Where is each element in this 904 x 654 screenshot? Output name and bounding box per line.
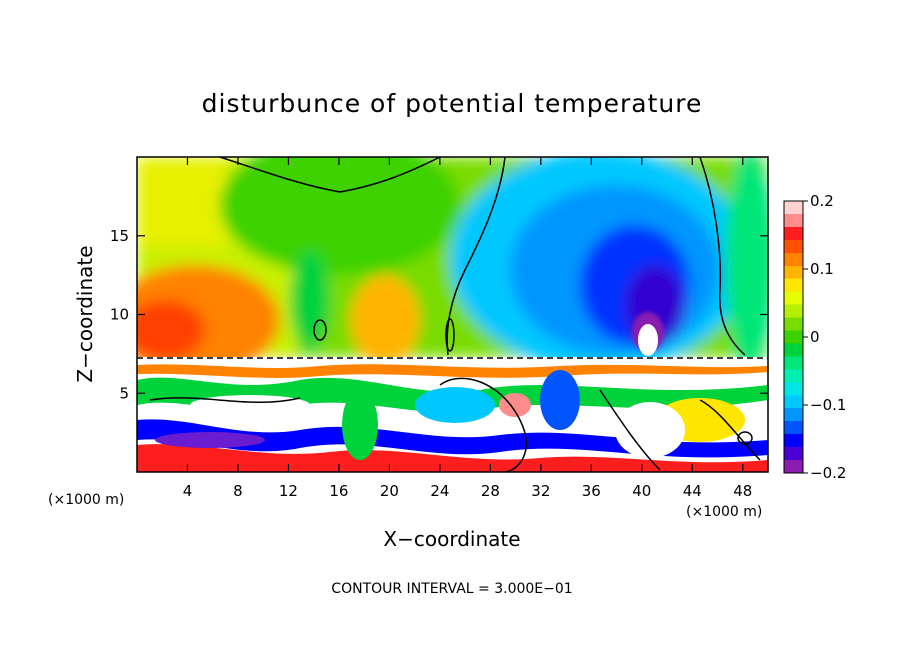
lower-purple-eddy-1 (155, 432, 265, 448)
field-mid-orange (350, 275, 420, 365)
contour-upper-center (219, 157, 441, 193)
contour-lower-4 (699, 399, 761, 461)
contour-small-loop-2 (445, 318, 455, 352)
x-tick-label: 40 (632, 482, 651, 500)
x-tick-label: 8 (233, 482, 243, 500)
lower-layer (137, 357, 768, 472)
colorbar-tick-label: −0.1 (810, 396, 846, 414)
lower-band-3 (137, 444, 768, 472)
x-tick-label: 36 (582, 482, 601, 500)
x-tick-label: 16 (329, 482, 348, 500)
field-left-red (137, 300, 205, 360)
contour-lines (137, 157, 768, 472)
contour-interval-note: CONTOUR INTERVAL = 3.000E−01 (331, 581, 572, 597)
y-axis-ticks: 5 10 15 (110, 227, 768, 402)
x-unit-label-right: (×1000 m) (686, 504, 762, 520)
field-far-left-yellow (137, 157, 227, 247)
lower-band-4 (137, 364, 768, 378)
lower-pink-eddy-1 (499, 393, 531, 417)
lower-white-eddy-1 (615, 402, 685, 458)
lower-cyan-eddy-1 (415, 387, 495, 423)
x-unit-label: (×1000 m) (48, 492, 124, 508)
lower-green-eddy-2 (342, 390, 378, 460)
x-axis-label: X−coordinate (383, 527, 520, 551)
x-axis-ticks: 4 8 12 16 20 24 28 32 36 40 44 48 (183, 157, 752, 500)
x-tick-label: 20 (380, 482, 399, 500)
y-tick-label: 10 (110, 306, 129, 324)
contour-lower-2 (439, 377, 527, 472)
lower-white-eddy-2 (190, 395, 310, 415)
y-tick-label: 15 (110, 227, 129, 245)
x-tick-label: 24 (430, 482, 449, 500)
contour-lower-3 (599, 389, 661, 471)
contour-far-right (699, 157, 746, 356)
x-tick-label: 48 (733, 482, 752, 500)
y-axis-label: Z−coordinate (73, 245, 97, 382)
x-tick-label: 32 (531, 482, 550, 500)
x-tick-label: 44 (683, 482, 702, 500)
field-far-right-green (725, 157, 768, 370)
contour-lower-loop (737, 431, 753, 445)
colorbar-tick-label: 0.2 (810, 192, 834, 210)
plot-area (137, 157, 768, 472)
lower-band-2 (137, 419, 768, 458)
upper-field (137, 157, 768, 375)
chart-title: disturbunce of potential temperature (202, 89, 703, 118)
contour-small-loop-1 (313, 319, 327, 341)
lower-blue-eddy-1 (540, 370, 580, 430)
colorbar-tick-label: 0.1 (810, 260, 834, 278)
contour-lower-1 (149, 397, 301, 403)
x-tick-label: 4 (183, 482, 193, 500)
x-tick-label: 12 (279, 482, 298, 500)
colorbar-tick-label: −0.2 (810, 464, 846, 482)
field-mid-green (290, 250, 330, 350)
contour-right-plume (446, 157, 506, 356)
x-tick-label: 28 (481, 482, 500, 500)
colorbar-tick-label: 0 (810, 328, 820, 346)
y-tick-label: 5 (119, 384, 129, 402)
field-center-green (220, 157, 460, 275)
field-core-white (638, 324, 658, 356)
colorbar-ticks: 0.2 0.1 0 −0.1 −0.2 (803, 192, 846, 482)
colorbar (783, 200, 804, 474)
